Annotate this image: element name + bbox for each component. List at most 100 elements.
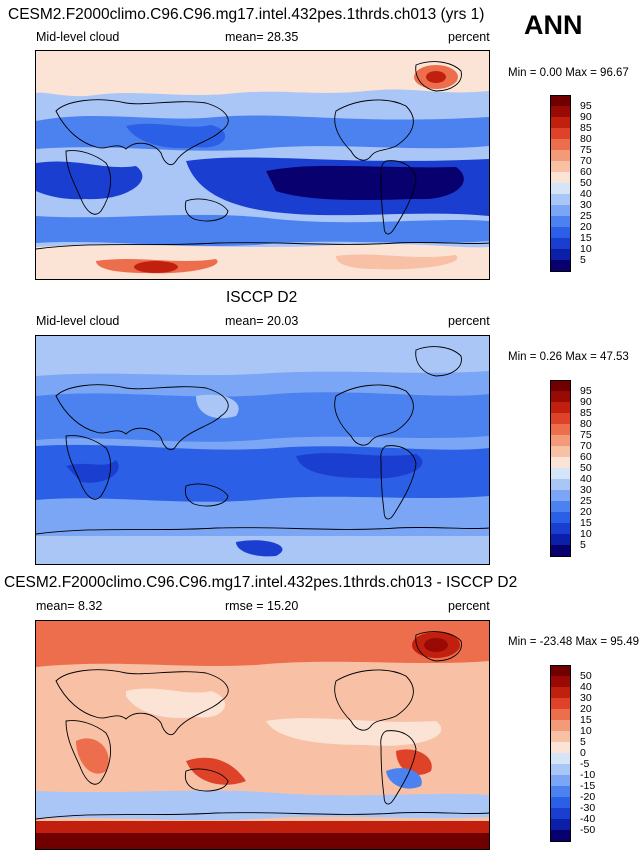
colorbar-swatch — [550, 731, 571, 743]
colorbar-swatch — [550, 446, 571, 458]
panel1-map-graphic — [36, 51, 489, 279]
colorbar-tick-label: 25 — [580, 495, 592, 507]
colorbar-tick-label: 90 — [580, 396, 592, 408]
colorbar-swatch — [550, 479, 571, 491]
panel1-units-label: percent — [448, 30, 490, 44]
panel1-colorbar: 95 90 85 80 75 70 60 50 40 30 25 20 15 10 5 — [550, 95, 610, 272]
colorbar-tick-label: 5 — [580, 254, 586, 266]
colorbar-swatch — [550, 457, 571, 469]
colorbar-tick-label: -5 — [580, 758, 590, 770]
colorbar-tick-label: 85 — [580, 407, 592, 419]
colorbar-tick-label: 40 — [580, 473, 592, 485]
panel3-map — [35, 620, 490, 850]
colorbar-tick-label: 20 — [580, 703, 592, 715]
colorbar-tick-label: 10 — [580, 243, 592, 255]
colorbar-swatch — [550, 665, 571, 677]
colorbar-swatch — [550, 413, 571, 425]
colorbar-tick-label: 15 — [580, 714, 592, 726]
colorbar-swatch — [550, 95, 571, 107]
colorbar-tick-label: 75 — [580, 429, 592, 441]
colorbar-swatch — [550, 249, 571, 261]
colorbar-swatch — [550, 468, 571, 480]
panel1-title: CESM2.F2000climo.C96.C96.mg17.intel.432p… — [8, 6, 485, 23]
season-label: ANN — [524, 10, 583, 40]
colorbar-tick-label: 30 — [580, 692, 592, 704]
colorbar-tick-label: 15 — [580, 517, 592, 529]
colorbar-swatch — [550, 775, 571, 787]
colorbar-swatch — [550, 764, 571, 776]
colorbar-tick-label: 25 — [580, 210, 592, 222]
colorbar-swatch — [550, 786, 571, 798]
panel3-title: CESM2.F2000climo.C96.C96.mg17.intel.432p… — [4, 574, 518, 591]
colorbar-swatch — [550, 797, 571, 809]
panel1-mean-label: mean= 28.35 — [225, 30, 299, 44]
colorbar-tick-label: 85 — [580, 122, 592, 134]
colorbar-swatch — [550, 183, 571, 195]
colorbar-swatch — [550, 698, 571, 710]
colorbar-swatch — [550, 260, 571, 272]
colorbar-tick-label: -10 — [580, 769, 596, 781]
colorbar-swatch — [550, 194, 571, 206]
colorbar-tick-label: 20 — [580, 506, 592, 518]
colorbar-tick-label: -50 — [580, 824, 596, 836]
panel3-rmse-label: rmse = 15.20 — [225, 599, 299, 613]
colorbar-swatch — [550, 512, 571, 524]
panel3-minmax-label: Min = -23.48 Max = 95.49 — [508, 636, 640, 648]
panel2-map — [35, 335, 490, 565]
colorbar-tick-label: 95 — [580, 100, 592, 112]
colorbar-tick-label: 95 — [580, 385, 592, 397]
panel3-mean-label: mean= 8.32 — [36, 599, 103, 613]
panel1-minmax-label: Min = 0.00 Max = 96.67 — [508, 67, 629, 79]
panel2-minmax-label: Min = 0.26 Max = 47.53 — [508, 351, 629, 363]
colorbar-swatch — [550, 139, 571, 151]
colorbar-tick-label: 20 — [580, 221, 592, 233]
colorbar-swatch — [550, 435, 571, 447]
panel2-mean-label: mean= 20.03 — [225, 314, 299, 328]
colorbar-swatch — [550, 687, 571, 699]
colorbar-swatch — [550, 172, 571, 184]
colorbar-tick-label: 40 — [580, 188, 592, 200]
colorbar-swatch — [550, 742, 571, 754]
colorbar-swatch — [550, 238, 571, 250]
colorbar-tick-label: 80 — [580, 418, 592, 430]
colorbar-tick-label: 15 — [580, 232, 592, 244]
colorbar-swatch — [550, 161, 571, 173]
colorbar-swatch — [550, 676, 571, 688]
colorbar-tick-label: 5 — [580, 539, 586, 551]
colorbar-swatch — [550, 424, 571, 436]
panel2-colorbar: 95 90 85 80 75 70 60 50 40 30 25 20 15 10 5 — [550, 380, 610, 557]
colorbar-swatch — [550, 720, 571, 732]
colorbar-swatch — [550, 830, 571, 842]
colorbar-swatch — [550, 490, 571, 502]
panel2-map-graphic — [36, 336, 489, 564]
colorbar-tick-label: 30 — [580, 484, 592, 496]
panel3-colorbar: 50 40 30 20 15 10 5 0 -5 -10 -15 -20 -30 -40 -50 — [550, 665, 610, 842]
colorbar-swatch — [550, 523, 571, 535]
panel2-units-label: percent — [448, 314, 490, 328]
colorbar-tick-label: -40 — [580, 813, 596, 825]
colorbar-swatch — [550, 545, 571, 557]
colorbar-swatch — [550, 106, 571, 118]
panel3-units-label: percent — [448, 599, 490, 613]
colorbar-tick-label: 5 — [580, 736, 586, 748]
colorbar-swatch — [550, 808, 571, 820]
colorbar-swatch — [550, 128, 571, 140]
colorbar-tick-label: 50 — [580, 670, 592, 682]
colorbar-swatch — [550, 380, 571, 392]
colorbar-tick-label: 10 — [580, 528, 592, 540]
colorbar-tick-label: -15 — [580, 780, 596, 792]
colorbar-swatch — [550, 227, 571, 239]
colorbar-tick-label: 40 — [580, 681, 592, 693]
colorbar-tick-label: 75 — [580, 144, 592, 156]
colorbar-swatch — [550, 150, 571, 162]
colorbar-tick-label: -20 — [580, 791, 596, 803]
panel2-title: ISCCP D2 — [226, 289, 298, 306]
colorbar-tick-label: 60 — [580, 451, 592, 463]
colorbar-swatch — [550, 534, 571, 546]
panel1-variable-label: Mid-level cloud — [36, 30, 120, 44]
colorbar-swatch — [550, 117, 571, 129]
colorbar-tick-label: -30 — [580, 802, 596, 814]
colorbar-tick-label: 70 — [580, 155, 592, 167]
colorbar-tick-label: 90 — [580, 111, 592, 123]
colorbar-swatch — [550, 709, 571, 721]
